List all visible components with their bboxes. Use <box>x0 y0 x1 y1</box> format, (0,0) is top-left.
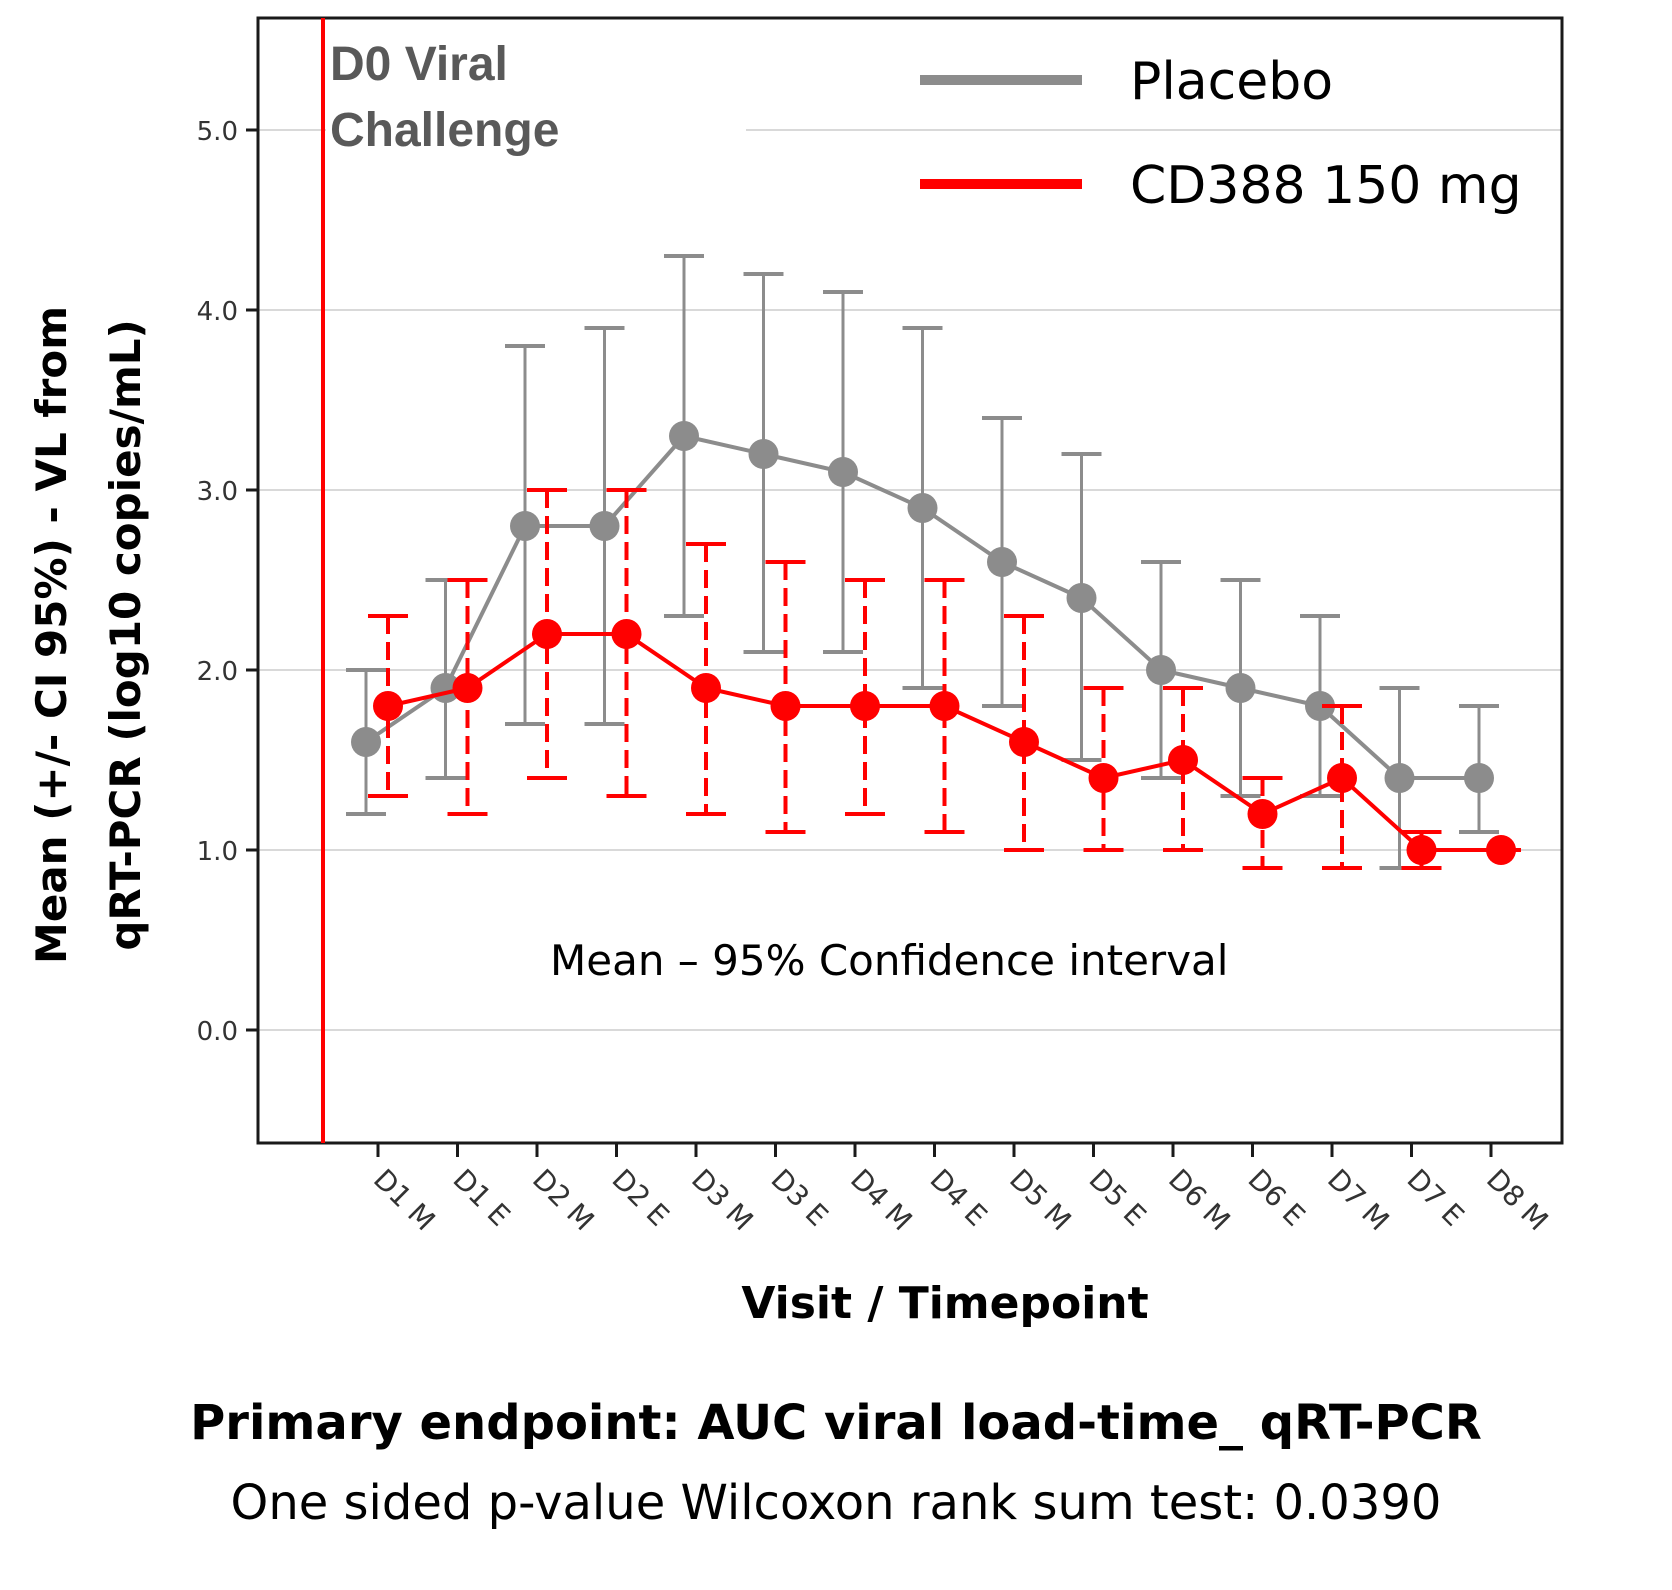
y-axis-ticks: 0.0 1.0 2.0 3.0 4.0 5.0 <box>197 117 258 1047</box>
x-tick-label: D5 M <box>1003 1163 1078 1238</box>
data-point <box>748 439 779 469</box>
data-point <box>907 493 938 523</box>
x-tick-label: D2 M <box>526 1163 601 1238</box>
x-axis-ticks: D1 M D1 E D2 M D2 E D3 M D3 E D4 M D4 E D5 M D5 E… <box>367 1143 1555 1237</box>
data-point <box>611 619 642 649</box>
data-point <box>532 619 562 649</box>
data-point <box>929 691 960 721</box>
y-axis-label-line2: qRT-PCR (log10 copies/mL) <box>101 319 150 950</box>
y-tick-label: 1.0 <box>197 837 238 867</box>
data-point <box>1384 763 1415 793</box>
x-tick-label: D3 E <box>765 1163 835 1233</box>
data-point <box>1146 655 1176 685</box>
x-tick-label: D4 E <box>924 1163 994 1233</box>
data-point <box>1225 673 1256 703</box>
data-point <box>510 511 540 541</box>
series-cd388 <box>368 488 1521 870</box>
data-point <box>452 673 483 703</box>
data-point <box>351 727 381 757</box>
x-tick-label: D5 E <box>1083 1163 1153 1233</box>
series-layer <box>346 254 1521 870</box>
data-point <box>1406 835 1437 865</box>
data-point <box>1088 763 1119 793</box>
data-point <box>828 457 858 487</box>
series-placebo <box>346 254 1499 870</box>
data-point <box>373 691 403 721</box>
y-tick-label: 5.0 <box>197 117 238 147</box>
x-tick-label: D1 M <box>367 1163 442 1238</box>
data-point <box>1009 727 1039 757</box>
d0-annotation-line1: D0 Viral <box>330 38 508 91</box>
annotation-mask <box>326 24 746 164</box>
data-point <box>1247 799 1278 829</box>
ci-annotation: Mean – 95% Confidence interval <box>550 936 1228 985</box>
data-point <box>1066 583 1097 613</box>
d0-annotation-line2: Challenge <box>330 104 559 157</box>
plot-frame <box>256 16 1564 1145</box>
data-point <box>589 511 620 541</box>
data-point <box>770 691 801 721</box>
y-tick-label: 2.0 <box>197 657 238 687</box>
caption-subtitle: One sided p-value Wilcoxon rank sum test… <box>230 1475 1442 1531</box>
x-tick-label: D6 E <box>1242 1163 1312 1233</box>
x-tick-label: D8 M <box>1480 1163 1555 1238</box>
legend: Placebo CD388 150 mg <box>920 52 1522 216</box>
data-point <box>1486 835 1516 865</box>
data-point <box>1305 691 1335 721</box>
x-tick-label: D7 E <box>1401 1163 1471 1233</box>
y-axis-label-line1: Mean (+/- CI 95%) - VL from <box>27 306 76 964</box>
data-point <box>987 547 1017 577</box>
x-tick-label: D6 M <box>1162 1163 1237 1238</box>
data-point <box>1464 763 1494 793</box>
x-tick-label: D7 M <box>1321 1163 1396 1238</box>
data-point <box>691 673 721 703</box>
x-tick-label: D2 E <box>606 1163 676 1233</box>
legend-label: CD388 150 mg <box>1130 156 1522 216</box>
y-tick-label: 0.0 <box>197 1017 238 1047</box>
legend-label: Placebo <box>1130 52 1333 112</box>
y-tick-label: 3.0 <box>197 477 238 507</box>
data-point <box>1327 763 1357 793</box>
x-tick-label: D3 M <box>685 1163 760 1238</box>
x-tick-label: D4 M <box>844 1163 919 1238</box>
data-point <box>1168 745 1198 775</box>
y-tick-label: 4.0 <box>197 297 238 327</box>
x-tick-label: D1 E <box>447 1163 517 1233</box>
x-axis-label: Visit / Timepoint <box>741 1278 1148 1329</box>
data-point <box>850 691 880 721</box>
data-point <box>669 421 699 451</box>
caption-title: Primary endpoint: AUC viral load-time_ q… <box>190 1395 1482 1451</box>
